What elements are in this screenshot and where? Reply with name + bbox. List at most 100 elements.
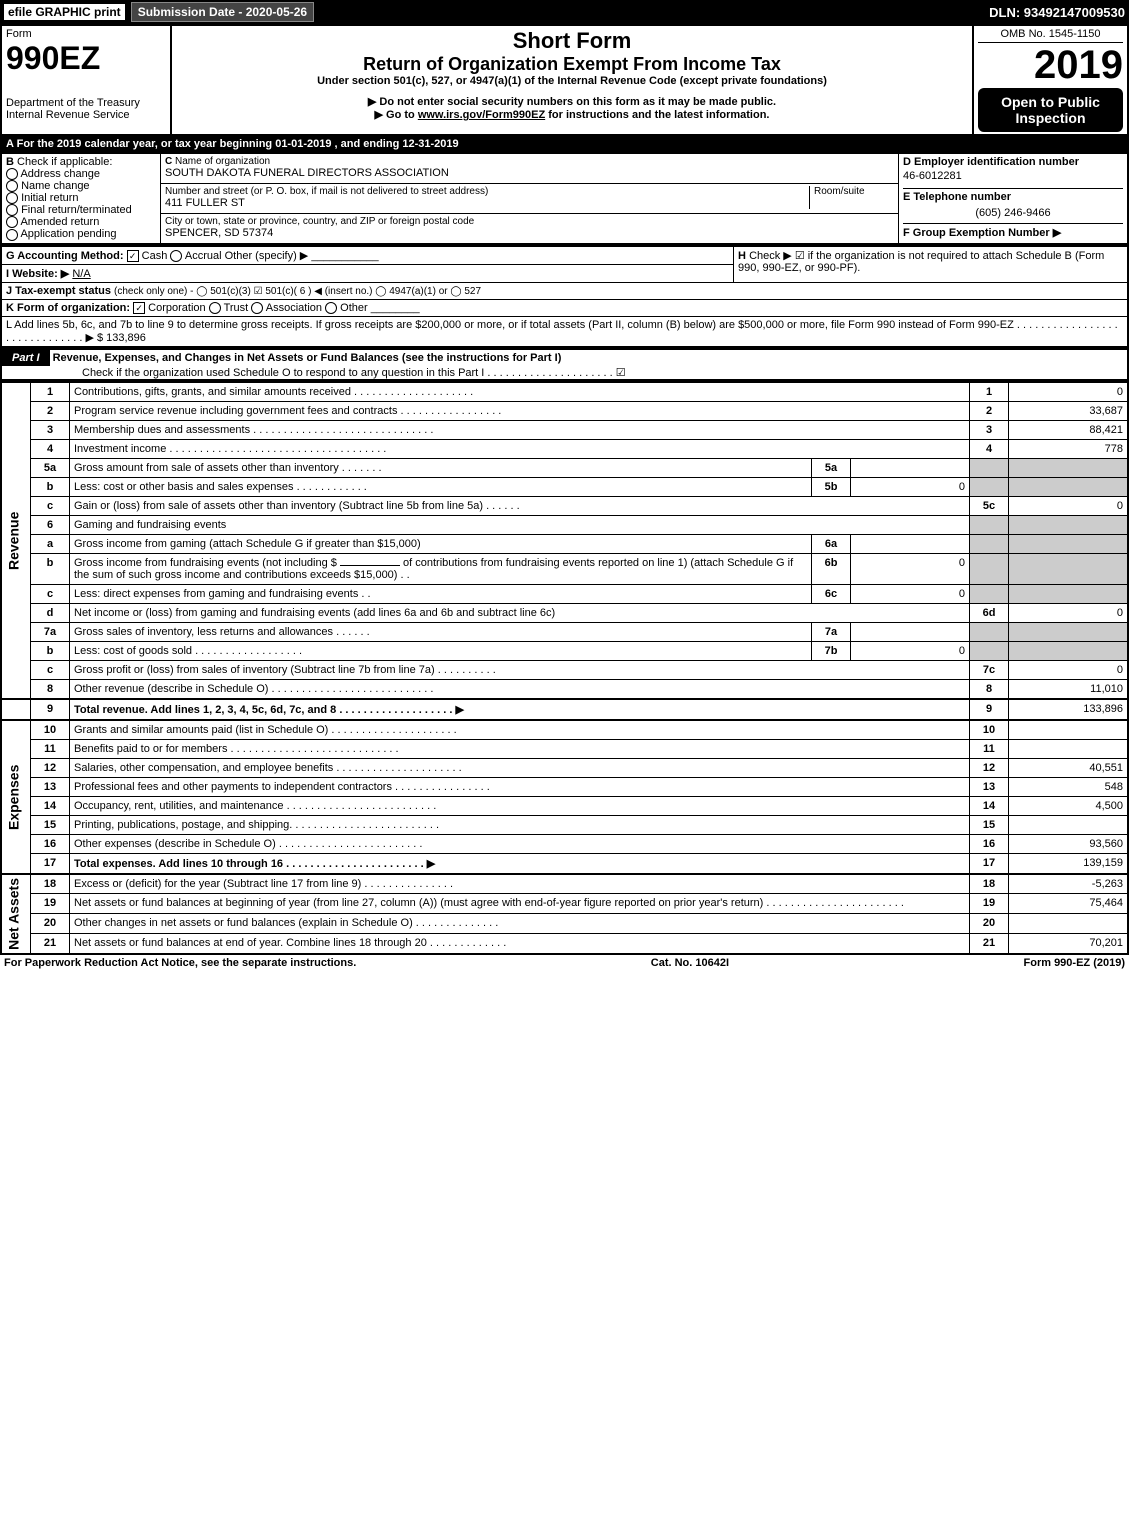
- l11-box: 11: [970, 739, 1009, 758]
- grey-6a-amt: [1009, 534, 1129, 553]
- paperwork-notice: For Paperwork Reduction Act Notice, see …: [4, 957, 356, 969]
- l9-box: 9: [970, 699, 1009, 720]
- l20-amt: [1009, 914, 1129, 934]
- l6c-desc: Less: direct expenses from gaming and fu…: [70, 584, 812, 603]
- l18-num: 18: [31, 874, 70, 894]
- opt-name-change[interactable]: Name change: [6, 180, 156, 192]
- l8-box: 8: [970, 679, 1009, 699]
- cat-no: Cat. No. 10642I: [651, 957, 729, 969]
- l17-num: 17: [31, 853, 70, 874]
- l2-desc: Program service revenue including govern…: [70, 401, 970, 420]
- irs-link[interactable]: www.irs.gov/Form990EZ: [418, 109, 545, 121]
- l8-desc: Other revenue (describe in Schedule O) .…: [70, 679, 970, 699]
- l5b-desc: Less: cost or other basis and sales expe…: [70, 477, 812, 496]
- k-other[interactable]: Other ________: [325, 302, 420, 314]
- l5c-num: c: [31, 496, 70, 515]
- section-c-name-label: C Name of organization: [165, 156, 894, 167]
- section-k-label: K Form of organization:: [6, 302, 130, 314]
- l16-amt: 93,560: [1009, 834, 1129, 853]
- grey-6-amt: [1009, 515, 1129, 534]
- l7c-desc: Gross profit or (loss) from sales of inv…: [70, 660, 970, 679]
- l10-num: 10: [31, 720, 70, 740]
- l10-box: 10: [970, 720, 1009, 740]
- ein-value: 46-6012281: [903, 168, 1123, 188]
- l3-num: 3: [31, 420, 70, 439]
- section-f: F Group Exemption Number ▶: [903, 223, 1123, 239]
- k-corp[interactable]: ✓ Corporation: [133, 302, 206, 314]
- l16-desc: Other expenses (describe in Schedule O) …: [70, 834, 970, 853]
- under-section-text: Under section 501(c), 527, or 4947(a)(1)…: [176, 75, 968, 87]
- cash-opt[interactable]: ✓ Cash: [127, 250, 168, 262]
- l6a-desc: Gross income from gaming (attach Schedul…: [70, 534, 812, 553]
- l7b-amt: 0: [851, 641, 970, 660]
- form-number: 990EZ: [6, 40, 166, 77]
- l18-desc: Excess or (deficit) for the year (Subtra…: [70, 874, 970, 894]
- ghi-table: G Accounting Method: ✓ Cash Accrual Othe…: [0, 245, 1129, 348]
- short-form-title: Short Form: [176, 28, 968, 54]
- opt-address-change[interactable]: Address change: [6, 168, 156, 180]
- l17-desc: Total expenses. Add lines 10 through 16 …: [70, 853, 970, 874]
- l6b-amt: 0: [851, 553, 970, 584]
- l7b-box: 7b: [812, 641, 851, 660]
- l15-num: 15: [31, 815, 70, 834]
- financial-table: Revenue 1 Contributions, gifts, grants, …: [0, 381, 1129, 955]
- grey-7a: [970, 622, 1009, 641]
- l6b-num: b: [31, 553, 70, 584]
- l9-num: 9: [31, 699, 70, 720]
- l7a-desc: Gross sales of inventory, less returns a…: [70, 622, 812, 641]
- l6c-box: 6c: [812, 584, 851, 603]
- form-ref: Form 990-EZ (2019): [1024, 957, 1126, 969]
- l20-num: 20: [31, 914, 70, 934]
- l6b-blank: [340, 565, 400, 566]
- k-trust[interactable]: Trust: [209, 302, 249, 314]
- l11-amt: [1009, 739, 1129, 758]
- l6b-desc: Gross income from fundraising events (no…: [70, 553, 812, 584]
- l9-vert-spacer: [1, 699, 31, 720]
- l2-num: 2: [31, 401, 70, 420]
- l5a-desc: Gross amount from sale of assets other t…: [70, 458, 812, 477]
- l6a-amt: [851, 534, 970, 553]
- l18-amt: -5,263: [1009, 874, 1129, 894]
- l12-num: 12: [31, 758, 70, 777]
- l5b-amt: 0: [851, 477, 970, 496]
- opt-amended-return[interactable]: Amended return: [6, 216, 156, 228]
- part1-label: Part I: [2, 350, 50, 366]
- go-to-suffix: for instructions and the latest informat…: [545, 109, 769, 121]
- l9-amt: 133,896: [1009, 699, 1129, 720]
- l6d-desc: Net income or (loss) from gaming and fun…: [70, 603, 970, 622]
- l5a-num: 5a: [31, 458, 70, 477]
- l1-box: 1: [970, 382, 1009, 402]
- l2-amt: 33,687: [1009, 401, 1129, 420]
- l10-amt: [1009, 720, 1129, 740]
- efile-print-label[interactable]: efile GRAPHIC print: [4, 4, 125, 20]
- l7c-amt: 0: [1009, 660, 1129, 679]
- l15-box: 15: [970, 815, 1009, 834]
- grey-7b-amt: [1009, 641, 1129, 660]
- k-assoc[interactable]: Association: [251, 302, 322, 314]
- opt-final-return[interactable]: Final return/terminated: [6, 204, 156, 216]
- l5a-amt: [851, 458, 970, 477]
- l21-desc: Net assets or fund balances at end of ye…: [70, 933, 970, 953]
- l21-amt: 70,201: [1009, 933, 1129, 953]
- section-b-label: B Check if applicable:: [6, 156, 156, 168]
- l5c-box: 5c: [970, 496, 1009, 515]
- other-opt[interactable]: Other (specify) ▶ ___________: [225, 250, 379, 262]
- l16-box: 16: [970, 834, 1009, 853]
- section-d: D Employer identification number: [903, 156, 1123, 168]
- l6d-num: d: [31, 603, 70, 622]
- room-label: Room/suite: [814, 186, 894, 197]
- l12-box: 12: [970, 758, 1009, 777]
- accrual-opt[interactable]: Accrual: [170, 250, 221, 262]
- l4-desc: Investment income . . . . . . . . . . . …: [70, 439, 970, 458]
- section-e: E Telephone number: [903, 188, 1123, 203]
- street-value: 411 FULLER ST: [165, 197, 809, 209]
- org-name: SOUTH DAKOTA FUNERAL DIRECTORS ASSOCIATI…: [165, 167, 894, 179]
- opt-application-pending[interactable]: Application pending: [6, 228, 156, 240]
- grey-7b: [970, 641, 1009, 660]
- l4-amt: 778: [1009, 439, 1129, 458]
- l6-desc: Gaming and fundraising events: [70, 515, 970, 534]
- l12-desc: Salaries, other compensation, and employ…: [70, 758, 970, 777]
- opt-initial-return[interactable]: Initial return: [6, 192, 156, 204]
- section-i-label: I Website: ▶: [6, 268, 69, 280]
- l4-box: 4: [970, 439, 1009, 458]
